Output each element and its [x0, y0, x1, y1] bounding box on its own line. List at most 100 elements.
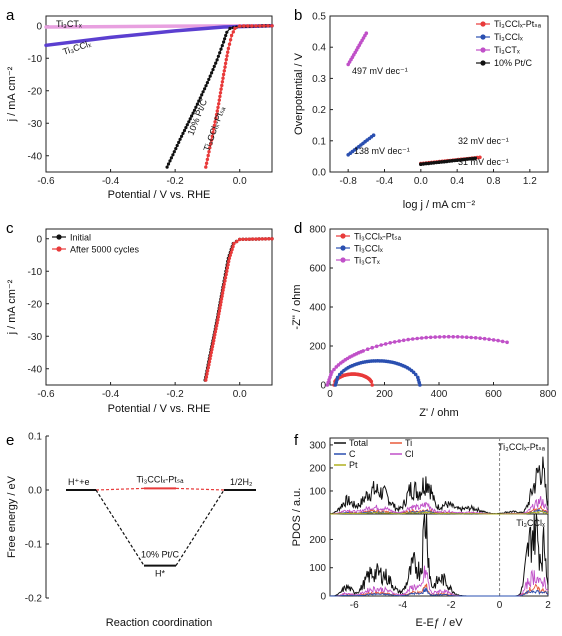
panel-c-series-1-point: [213, 330, 218, 334]
panel-c-series-1-point: [207, 363, 211, 367]
panel-b-ytick-label: 0.2: [312, 105, 326, 116]
panel-a-series-3-point: [242, 24, 246, 28]
panel-c-series-1-point: [218, 303, 223, 307]
panel-a-series-3-point: [209, 142, 213, 146]
panel-b-series-3-point: [458, 158, 462, 162]
panel-f-top-ytick-label: 100: [309, 486, 326, 497]
panel-a-series-3-point: [226, 46, 231, 51]
panel-e-ylabel: Free energy / eV: [6, 475, 18, 558]
panel-d-series-2-point: [482, 336, 487, 341]
panel-b-series-3-point: [437, 160, 441, 164]
panel-d-series-2-point: [388, 341, 393, 345]
panel-a-xtick-label: 0.0: [233, 176, 247, 187]
panel-c-series-1-point: [224, 272, 228, 277]
panel-f-bottom-ytick-label: 0: [320, 592, 326, 603]
panel-a-ytick-label: 0: [36, 21, 42, 32]
panel-f-bottom-cl: [330, 565, 549, 597]
panel-c-series-1-point: [210, 344, 215, 349]
panel-b-legend-marker: [480, 60, 486, 66]
panel-e-level-label-end: 1/2H₂: [230, 477, 253, 487]
panel-d-series-2-legend-marker: [340, 257, 346, 263]
panel-d-series-2-point: [487, 337, 491, 342]
panel-a-xtick-label: -0.4: [102, 176, 120, 187]
panel-a-series-3-point: [217, 98, 221, 102]
panel-a-series-2-point: [222, 40, 226, 44]
panel-a-series-2-point: [218, 51, 222, 55]
panel-a-series-2-point: [219, 47, 223, 51]
panel-b-legend-label: Ti₃CClₓ-Ptₛₐ: [494, 19, 542, 29]
panel-e-series-1-label: 10% Pt/C: [141, 550, 180, 560]
panel-a-series-2-point: [203, 87, 207, 91]
panel-f-bottom-c: [330, 586, 549, 597]
panel-b-series-3-point: [468, 157, 472, 161]
panel-a-series-2-point: [184, 126, 188, 130]
panel-c-series-1-legend-label: After 5000 cycles: [70, 245, 140, 255]
panel-b-legend-marker: [480, 47, 486, 53]
panel-d-series-0-legend-marker: [340, 233, 346, 239]
panel-b-frame: [329, 15, 549, 173]
panel-a-series-3-point: [208, 146, 212, 150]
panel-a-series-2-point: [201, 90, 205, 94]
panel-c-series-1-point: [212, 336, 216, 340]
panel-a-ylabel: j / mA cm⁻²: [6, 66, 18, 122]
panel-d-series-2-point: [361, 349, 366, 353]
panel-d-series-2-point: [460, 335, 465, 339]
panel-a-series-2-point: [195, 102, 199, 106]
panel-a-series-3-point: [213, 120, 217, 124]
panel-label-d: d: [294, 220, 302, 237]
panel-b-series-3-point: [421, 162, 426, 166]
panel-b-legend-label: Ti₃CClₓ: [494, 32, 523, 42]
panel-a-series-2-point: [194, 105, 198, 109]
panel-c-series-1-point: [267, 237, 271, 241]
panel-d-series-2-point: [401, 338, 406, 343]
panel-b-ylabel: Overpotential / V: [293, 52, 305, 135]
panel-label-f: f: [294, 432, 299, 449]
panel-f-xtick-label: -4: [398, 600, 407, 611]
panel-f-xtick-label: 2: [545, 600, 551, 611]
panel-f-legend-label: Pt: [349, 460, 358, 470]
panel-c-series-1-point: [204, 375, 209, 379]
panel-d-series-2-point: [473, 336, 478, 340]
panel-a-series-3-point: [233, 26, 237, 31]
panel-a-series-2-point: [228, 26, 232, 30]
panel-c-series-1-point: [220, 291, 225, 295]
panel-c-frame: [45, 228, 273, 386]
panel-c-series-1-point: [210, 347, 214, 352]
panel-f-legend-label: Ti: [405, 438, 412, 448]
panel-c-series-1-point: [205, 372, 209, 376]
panel-c-xtick-label: -0.6: [37, 389, 55, 400]
panel-c-series-1-legend-marker: [56, 246, 62, 252]
panel-c-series-1-point: [244, 237, 248, 241]
panel-b-xtick-label: 0.0: [414, 176, 428, 187]
panel-c-series-1-point: [217, 312, 221, 316]
panel-d-series-2-point: [370, 345, 375, 350]
panel-a-series-3-point: [222, 69, 226, 73]
panel-a-series-2-point: [198, 96, 202, 100]
panel-a-series-3-point: [224, 57, 228, 62]
panel-a-series-2-point: [200, 93, 204, 97]
panel-a-series-3-point: [216, 105, 220, 110]
panel-e-ytick-label: -0.1: [25, 540, 43, 551]
panel-d-series-2-point: [496, 338, 500, 343]
panel-c-series-1-point: [257, 237, 261, 241]
panel-a-series-3-point: [204, 161, 209, 165]
panel-f-top-ytick-label: 300: [309, 440, 326, 451]
panel-c-xtick-label: -0.4: [102, 389, 120, 400]
panel-a-series-2-point: [207, 77, 211, 81]
panel-a-series-3-point: [206, 153, 210, 158]
panel-b-slope-label: 497 mV dec⁻¹: [352, 66, 408, 76]
panel-a-series-3-line: [205, 25, 272, 168]
panel-a-series-2-point: [191, 111, 195, 115]
panel-b-slope-label: 138 mV dec⁻¹: [354, 146, 410, 156]
panel-d-series-0-legend-label: Ti₃CClₓ-Ptₛₐ: [354, 232, 402, 242]
panel-a-series-3-point: [212, 123, 217, 128]
panel-c-series-1-point: [218, 306, 222, 310]
panel-a-series-3-point: [231, 30, 235, 34]
panel-f-ylabel: PDOS / a.u.: [291, 488, 303, 547]
panel-a-ytick-label: -10: [28, 54, 43, 65]
panel-a-series-3-point: [214, 116, 218, 120]
panel-a-series-2-point: [166, 162, 171, 166]
panel-a-frame: [45, 15, 273, 173]
panel-a-series-3-point: [212, 127, 216, 131]
chart-e: 0.1 0.0 -0.1 -0.2 Reaction coordination Free …: [6, 432, 256, 629]
